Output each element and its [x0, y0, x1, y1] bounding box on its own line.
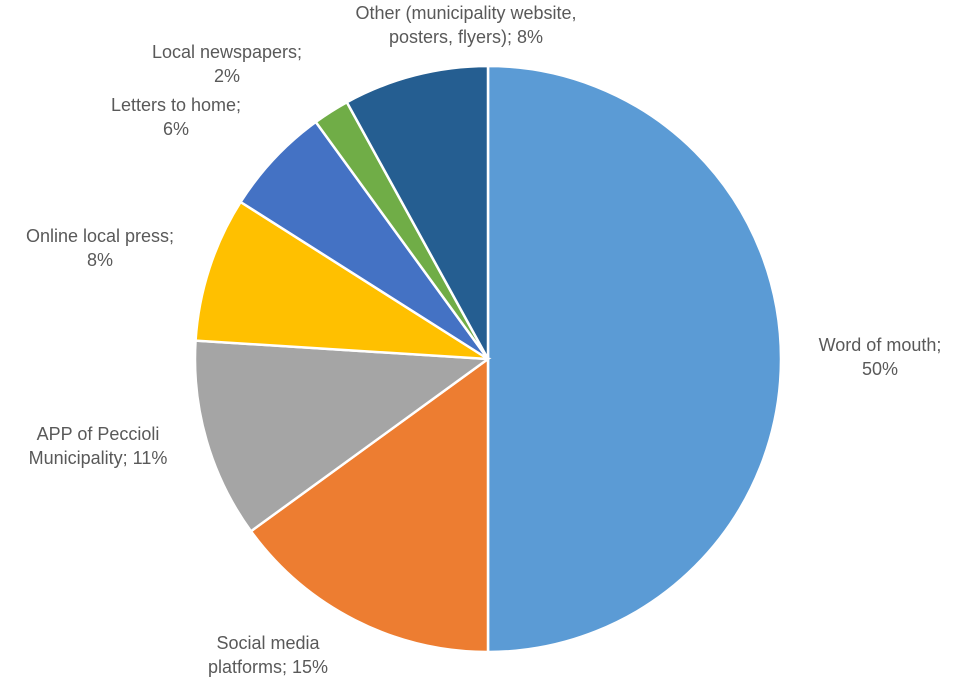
data-label-line: Word of mouth;	[819, 335, 942, 355]
data-label-line: 50%	[862, 359, 898, 379]
pie-slice-other-municipality-website-posters-flyers	[345, 64, 490, 360]
data-label-line: Online local press;	[26, 226, 174, 246]
data-label-line: Municipality; 11%	[29, 448, 168, 468]
data-label-app-of-peccioli-municipality: APP of Peccioli Municipality; 11%	[29, 424, 168, 468]
data-label-line: Other (municipality website,	[355, 3, 576, 23]
data-label-line: Letters to home;	[111, 95, 241, 115]
pie-slice-app-of-peccioli-municipality	[193, 339, 492, 533]
data-label-line: Social media	[216, 633, 320, 653]
data-label-line: Local newspapers;	[152, 42, 302, 62]
data-label-letters-to-home: Letters to home; 6%	[111, 95, 241, 139]
data-label-online-local-press: Online local press; 8%	[26, 226, 174, 270]
data-label-word-of-mouth: Word of mouth; 50%	[819, 335, 942, 379]
pie-slices	[193, 64, 783, 654]
data-label-line: 2%	[214, 66, 240, 86]
data-label-social-media-platforms: Social media platforms; 15%	[208, 633, 328, 677]
data-label-line: 8%	[87, 250, 113, 270]
data-label-local-newspapers: Local newspapers; 2%	[152, 42, 302, 86]
data-label-other-municipality-website-posters-flyers: Other (municipality website, posters, fly…	[355, 3, 576, 47]
pie-slice-online-local-press	[194, 200, 489, 361]
data-label-line: posters, flyers); 8%	[389, 27, 543, 47]
pie-slice-social-media-platforms	[249, 356, 490, 654]
data-label-line: 6%	[163, 119, 189, 139]
data-label-line: platforms; 15%	[208, 657, 328, 677]
pie-slice-word-of-mouth	[486, 64, 783, 654]
pie-data-labels: Word of mouth; 50% Social media platforms; …	[26, 3, 941, 677]
data-label-line: APP of Peccioli	[37, 424, 160, 444]
